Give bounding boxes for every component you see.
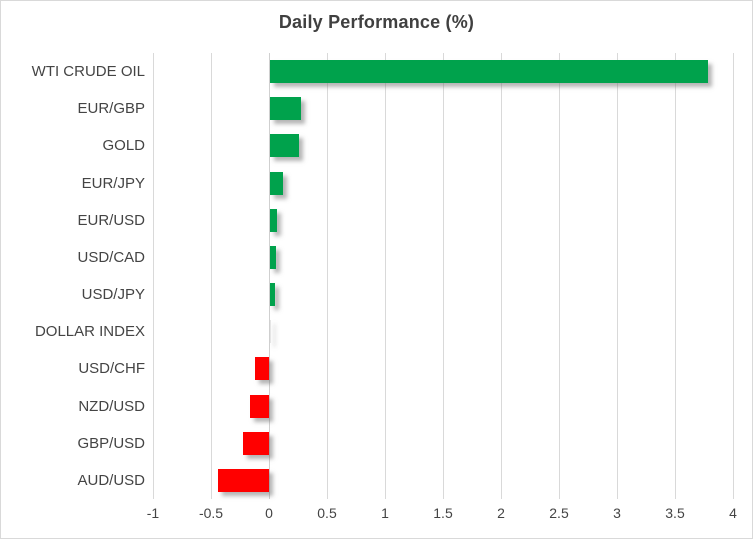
category-label-usd-jpy: USD/JPY: [81, 286, 145, 303]
gridline: [443, 53, 444, 499]
bar-usd-cad: [270, 245, 276, 269]
category-label-eur-usd: EUR/USD: [77, 211, 145, 229]
bar-wti-crude-oil: [270, 60, 709, 84]
x-tick-label: 0: [265, 505, 273, 521]
gridline: [617, 53, 618, 499]
bar-dollar-index: [270, 320, 271, 344]
x-tick-label: -1: [146, 505, 160, 521]
category-label-gold: GOLD: [102, 137, 145, 155]
gridline: [559, 53, 560, 499]
gridline: [733, 53, 734, 499]
gridline: [385, 53, 386, 499]
gridline: [211, 53, 212, 499]
category-label-aud-usd: AUD/USD: [77, 471, 145, 489]
x-tick-label: 2: [497, 505, 505, 521]
bar-gold: [270, 134, 299, 158]
category-label-eur-jpy: EUR/JPY: [81, 174, 145, 192]
bar-aud-usd: [217, 468, 269, 492]
bar-eur-jpy: [270, 171, 283, 195]
category-label-gbp-usd: GBP/USD: [77, 434, 145, 452]
category-label-usd-cad: USD/CAD: [77, 248, 145, 266]
bar-eur-usd: [270, 208, 277, 232]
value-axis: -1 -0.5 0 0.5 1 1.5 2 2.5 3 3.5 4: [1, 505, 752, 529]
bar-nzd-usd: [250, 394, 269, 418]
x-tick-label: 1: [381, 505, 389, 521]
zero-axis-line: [269, 53, 270, 499]
chart-title: Daily Performance (%): [278, 12, 475, 32]
category-axis: WTI CRUDE OIL EUR/GBP GOLD EUR/JPY EUR/USD US…: [1, 53, 145, 499]
x-tick-label: 3.5: [665, 505, 685, 521]
x-tick-label: 3: [613, 505, 621, 521]
plot-area: [153, 53, 734, 499]
category-label-wti-crude-oil: WTI CRUDE OIL: [31, 63, 145, 80]
x-tick-label: -0.5: [198, 505, 224, 521]
category-label-eur-gbp: EUR/GBP: [77, 100, 145, 118]
bar-gbp-usd: [243, 431, 269, 455]
category-label-nzd-usd: NZD/USD: [78, 397, 145, 415]
category-label-usd-chf: USD/CHF: [78, 360, 145, 378]
gridline: [327, 53, 328, 499]
x-tick-label: 4: [729, 505, 737, 521]
bar-usd-jpy: [270, 283, 275, 307]
category-label-dollar-index: DOLLAR INDEX: [34, 323, 145, 341]
x-tick-label: 0.5: [317, 505, 337, 521]
gridline: [675, 53, 676, 499]
x-tick-label: 2.5: [549, 505, 569, 521]
gridline: [153, 53, 154, 499]
bar-usd-chf: [255, 357, 269, 381]
bar-eur-gbp: [270, 97, 302, 121]
gridline: [501, 53, 502, 499]
x-tick-label: 1.5: [433, 505, 453, 521]
